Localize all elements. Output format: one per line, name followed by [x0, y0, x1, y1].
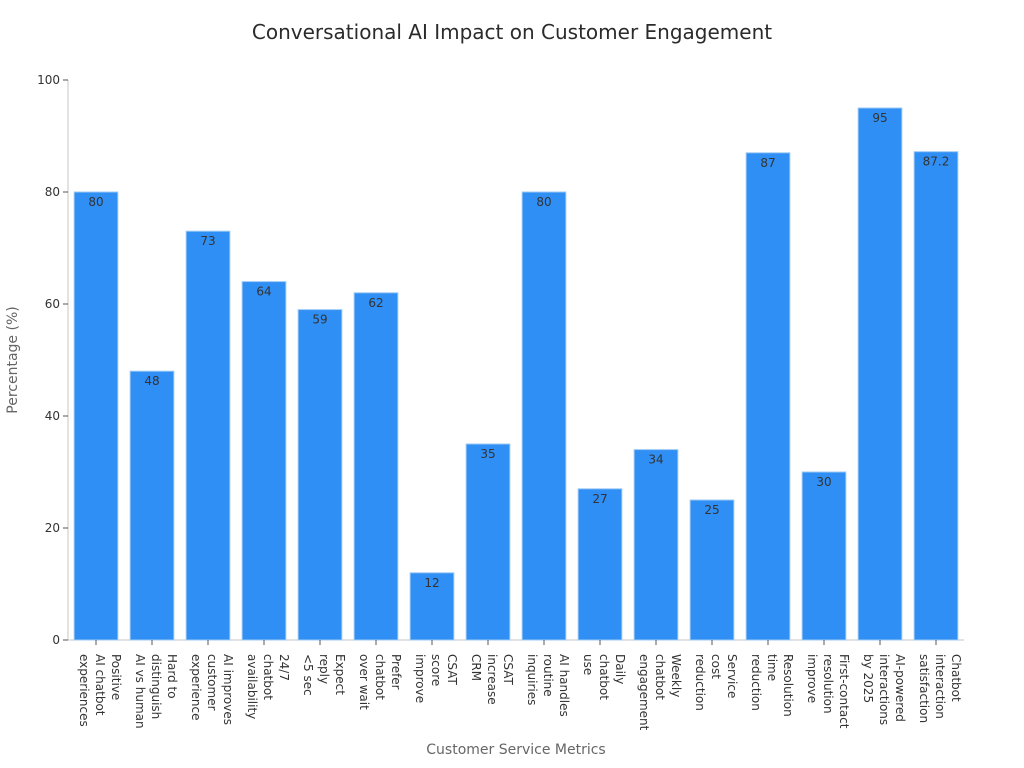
x-tick-label: reply [317, 654, 331, 684]
bar-value-label: 35 [480, 447, 495, 461]
bar-value-label: 48 [144, 374, 159, 388]
x-tick-label: Positive [109, 654, 123, 700]
x-tick-label: Hard to [165, 654, 179, 699]
x-tick-label: increase [485, 654, 499, 705]
x-tick-label: distinguish [149, 654, 163, 719]
bar-value-label: 95 [872, 111, 887, 125]
x-tick-label: chatbot [653, 654, 667, 700]
bar [409, 572, 455, 641]
x-tick-label: Daily [613, 654, 627, 684]
x-tick-label: inquiries [525, 654, 539, 705]
bar [297, 309, 343, 641]
y-tick-label: 40 [45, 409, 60, 423]
y-tick-label: 20 [45, 521, 60, 535]
bar-value-label: 30 [816, 475, 831, 489]
bar [689, 499, 735, 641]
x-tick-label: AI-powered [893, 654, 907, 722]
x-tick-label: AI handles [557, 654, 571, 717]
x-tick-label: routine [541, 654, 555, 697]
bar [801, 471, 847, 641]
bar-value-label: 27 [592, 492, 607, 506]
bar [465, 443, 511, 641]
bar [241, 281, 287, 641]
bar-value-label: 73 [200, 234, 215, 248]
x-tick-label: resolution [821, 654, 835, 714]
x-tick-label: use [581, 654, 595, 675]
x-tick-label: AI vs human [133, 654, 147, 729]
x-axis-title: Customer Service Metrics [426, 742, 606, 758]
x-tick-label: experiences [77, 654, 91, 727]
bar [521, 191, 567, 641]
bar-value-label: 87.2 [923, 155, 950, 169]
bar-value-label: 12 [424, 576, 439, 590]
x-tick-label: reduction [749, 654, 763, 711]
x-tick-label: AI improves [221, 654, 235, 725]
x-tick-label: CSAT [445, 654, 459, 685]
bar [129, 370, 175, 641]
x-tick-label: over wait [357, 654, 371, 710]
x-tick-label: Chatbot [949, 654, 963, 702]
bar-value-label: 80 [88, 195, 103, 209]
bar-value-label: 87 [760, 156, 775, 170]
x-tick-label: availability [245, 654, 259, 719]
x-tick-label: Expect [333, 654, 347, 695]
bar-value-label: 80 [536, 195, 551, 209]
y-tick-label: 80 [45, 185, 60, 199]
x-tick-label: improve [805, 654, 819, 703]
bar [857, 107, 903, 641]
x-tick-label: experience [189, 654, 203, 721]
bar [913, 151, 959, 641]
x-tick-label: CRM [469, 654, 483, 681]
bar [73, 191, 119, 641]
chart-title: Conversational AI Impact on Customer Eng… [251, 20, 773, 44]
bar-value-label: 62 [368, 296, 383, 310]
x-tick-label: cost [709, 654, 723, 679]
x-tick-label: chatbot [597, 654, 611, 700]
x-tick-label: chatbot [261, 654, 275, 700]
x-tick-label: engagement [637, 654, 651, 731]
x-tick-label: CSAT [501, 654, 515, 685]
bar [353, 292, 399, 641]
y-tick-label: 100 [37, 73, 60, 87]
y-tick-label: 60 [45, 297, 60, 311]
x-tick-label: interaction [933, 654, 947, 719]
x-tick-label: by 2025 [861, 654, 875, 703]
bar-value-label: 59 [312, 313, 327, 327]
x-tick-label: reduction [693, 654, 707, 711]
x-tick-label: 24/7 [277, 654, 291, 681]
x-tick-label: improve [413, 654, 427, 703]
x-tick-label: AI chatbot [93, 654, 107, 716]
x-tick-label: <5 sec [301, 654, 315, 696]
bar [633, 449, 679, 641]
x-tick-label: interactions [877, 654, 891, 725]
x-tick-label: Resolution [781, 654, 795, 717]
x-tick-label: Prefer [389, 654, 403, 690]
bar-value-label: 25 [704, 503, 719, 517]
bar-value-label: 64 [256, 285, 271, 299]
x-tick-label: score [429, 654, 443, 686]
y-axis-title: Percentage (%) [5, 306, 21, 414]
x-tick-label: time [765, 654, 779, 681]
y-tick-label: 0 [52, 633, 60, 647]
x-tick-label: customer [205, 654, 219, 711]
x-tick-label: First-contact [837, 654, 851, 729]
bar [745, 152, 791, 641]
bar [577, 488, 623, 641]
x-tick-label: satisfaction [917, 654, 931, 723]
x-tick-label: chatbot [373, 654, 387, 700]
x-tick-label: Weekly [669, 654, 683, 697]
bar-value-label: 34 [648, 453, 663, 467]
bar [185, 230, 231, 641]
x-tick-label: Service [725, 654, 739, 698]
